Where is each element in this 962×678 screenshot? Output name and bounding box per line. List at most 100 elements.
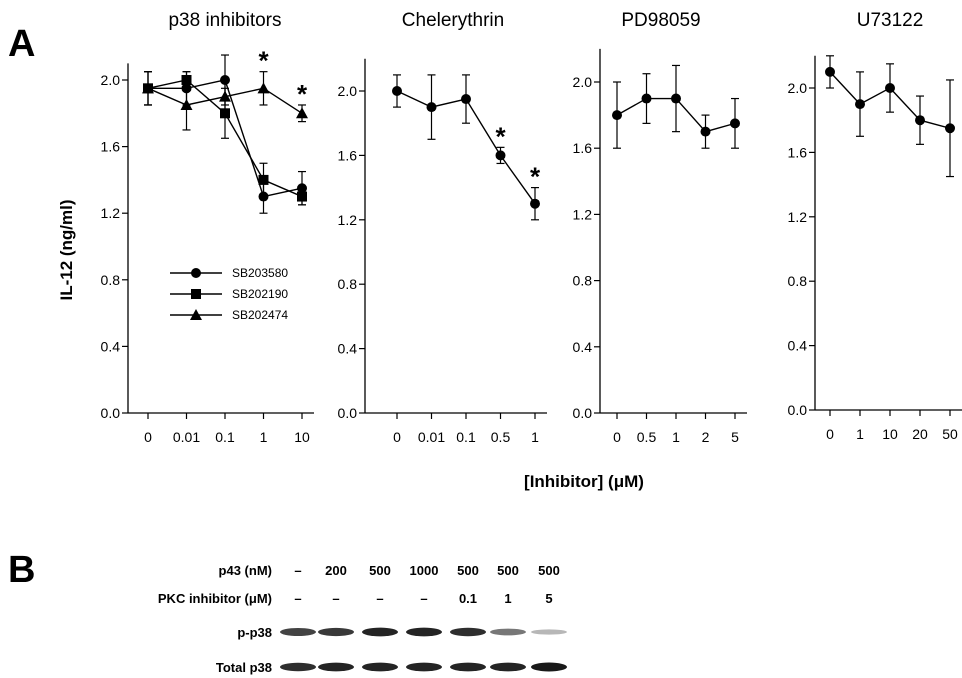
y-tick-label: 2.0 <box>788 80 808 96</box>
blot-condition-value: – <box>294 591 301 606</box>
blot-band <box>531 629 567 635</box>
data-point <box>258 174 269 185</box>
blot-band <box>531 662 567 672</box>
y-tick-label: 2.0 <box>338 83 358 99</box>
x-tick-label: 20 <box>912 426 928 442</box>
x-tick-label: 0.01 <box>418 429 445 445</box>
blot-condition-value: 200 <box>325 563 347 578</box>
chart-2: Chelerythrin 0.0 0.4 0.8 1.2 1.6 2.0 0 0.01 0.1 0.… <box>338 10 547 445</box>
blot-condition-row: PKC inhibitor (μM) – – – – 0.1 1 5 <box>158 591 553 606</box>
series-series-1 <box>825 55 955 178</box>
chart-title: p38 inhibitors <box>168 10 281 31</box>
chart-4: U73122 0.0 0.4 0.8 1.2 1.6 2.0 0 1 10 20 50 <box>788 10 962 442</box>
y-tick-label: 2.0 <box>101 72 121 88</box>
x-tick-label: 5 <box>731 429 739 445</box>
legend: SB203580 SB202190 SB202474 <box>170 266 288 322</box>
panel-a-label: A <box>8 23 35 65</box>
y-tick-label: 0.4 <box>573 339 593 355</box>
significance-star: * <box>297 79 308 109</box>
blot-row-label: p43 (nM) <box>219 563 272 578</box>
blot-condition-value: – <box>294 563 301 578</box>
x-tick-label: 0.1 <box>456 429 476 445</box>
data-point <box>257 82 270 94</box>
y-axis-label: IL-12 (ng/ml) <box>57 199 76 300</box>
blot-condition-value: 1000 <box>410 563 439 578</box>
blot-condition-value: 5 <box>545 591 552 606</box>
blot-condition-value: – <box>420 591 427 606</box>
data-point <box>392 86 402 96</box>
data-point <box>915 115 925 126</box>
data-point <box>142 82 154 94</box>
legend-marker <box>190 309 202 320</box>
data-point <box>180 98 193 110</box>
x-tick-label: 1 <box>856 426 864 442</box>
series-series-1 <box>612 64 740 149</box>
x-tick-label: 0 <box>144 429 152 445</box>
chart-3: PD98059 0.0 0.4 0.8 1.2 1.6 2.0 0 0.5 1 2 5 <box>573 10 747 445</box>
blot-band <box>318 662 354 672</box>
legend-label: SB202190 <box>232 287 288 301</box>
blot-band <box>490 662 526 672</box>
blot-band-row: p-p38 <box>237 625 567 640</box>
legend-marker <box>191 289 201 299</box>
data-point <box>825 66 835 77</box>
blot-condition-value: – <box>332 591 339 606</box>
legend-label: SB203580 <box>232 266 288 280</box>
x-tick-label: 10 <box>882 426 898 442</box>
significance-star: * <box>495 121 506 151</box>
y-tick-label: 1.2 <box>788 209 808 225</box>
data-point <box>700 126 711 137</box>
blot-band <box>280 628 316 636</box>
data-point <box>297 191 307 202</box>
blot-band <box>280 662 316 672</box>
x-tick-label: 1 <box>260 429 268 445</box>
y-tick-label: 1.2 <box>338 212 358 228</box>
y-tick-label: 0.4 <box>101 338 121 354</box>
data-point <box>612 110 622 121</box>
x-tick-label: 0 <box>613 429 621 445</box>
blot-band-label: Total p38 <box>216 660 272 675</box>
panel-b-label: B <box>8 549 35 591</box>
data-point <box>730 118 740 129</box>
significance-star: * <box>258 46 269 76</box>
blot-band <box>362 627 398 637</box>
blot-band <box>450 627 486 637</box>
data-point <box>641 93 652 104</box>
blot-condition-value: 1 <box>504 591 511 606</box>
x-tick-label: 0.1 <box>215 429 235 445</box>
blot-band-label: p-p38 <box>237 625 272 640</box>
y-tick-label: 1.2 <box>573 206 593 222</box>
y-tick-label: 0.8 <box>101 272 121 288</box>
blot-condition-value: 500 <box>538 563 560 578</box>
x-axis-label: [Inhibitor] (μM) <box>524 472 644 491</box>
data-point <box>461 94 471 105</box>
x-tick-label: 50 <box>942 426 958 442</box>
blot-condition-value: – <box>376 591 383 606</box>
data-point <box>530 198 540 209</box>
blot-condition-value: 500 <box>497 563 519 578</box>
y-tick-label: 0.8 <box>338 276 358 292</box>
blot-band-row: Total p38 <box>216 660 567 675</box>
y-tick-label: 0.0 <box>338 405 358 421</box>
chart-1: p38 inhibitors 0.0 0.4 0.8 1.2 1.6 2.0 0 0.01 0.1… <box>101 10 314 445</box>
chart-title: Chelerythrin <box>402 10 504 31</box>
x-tick-label: 0.5 <box>491 429 511 445</box>
x-tick-label: 0 <box>826 426 834 442</box>
y-tick-label: 0.4 <box>338 341 358 357</box>
blot-row-label: PKC inhibitor (μM) <box>158 591 272 606</box>
x-tick-label: 2 <box>702 429 710 445</box>
data-point <box>885 83 895 93</box>
y-tick-label: 0.8 <box>573 273 593 289</box>
blot-band <box>362 662 398 672</box>
x-tick-label: 0.5 <box>637 429 657 445</box>
data-point <box>426 102 437 113</box>
chart-title: PD98059 <box>621 10 700 31</box>
data-point <box>945 123 955 134</box>
y-tick-label: 2.0 <box>573 74 593 90</box>
x-tick-label: 1 <box>531 429 539 445</box>
blot-band <box>318 627 354 637</box>
x-tick-label: 10 <box>294 429 310 445</box>
blot-condition-value: 500 <box>369 563 391 578</box>
